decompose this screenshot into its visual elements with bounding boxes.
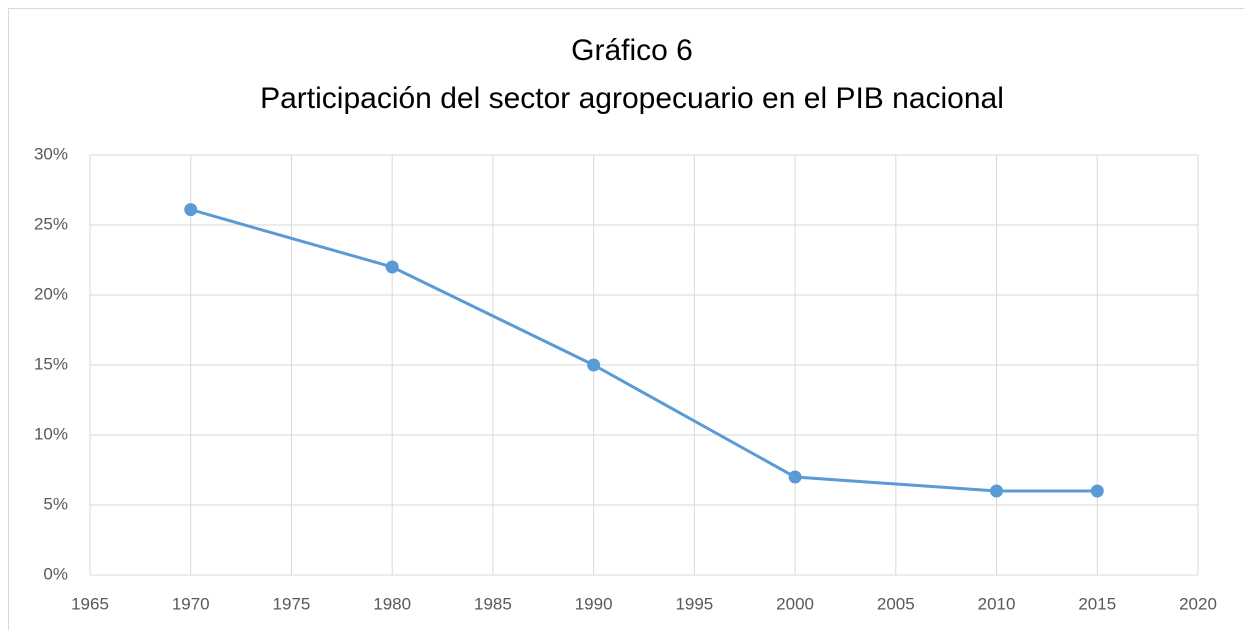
data-point: [385, 260, 399, 274]
x-tick-label: 2005: [877, 594, 915, 613]
data-point: [184, 203, 198, 217]
x-tick-label: 1980: [373, 594, 411, 613]
x-tick-label: 2010: [978, 594, 1016, 613]
x-tick-label: 2000: [776, 594, 814, 613]
x-tick-label: 1975: [273, 594, 311, 613]
y-tick-label: 20%: [34, 284, 68, 303]
chart-title: Participación del sector agropecuario en…: [260, 82, 1004, 115]
x-tick-label: 2015: [1078, 594, 1116, 613]
chart-title: Gráfico 6: [571, 34, 693, 67]
y-tick-label: 30%: [34, 144, 68, 163]
y-tick-label: 0%: [43, 564, 68, 583]
x-tick-label: 1995: [675, 594, 713, 613]
data-point: [990, 484, 1004, 498]
x-tick-label: 1970: [172, 594, 210, 613]
data-point: [587, 358, 601, 372]
y-tick-label: 25%: [34, 214, 68, 233]
x-tick-label: 2020: [1179, 594, 1217, 613]
data-line: [190, 208, 1098, 493]
data-point: [1090, 484, 1104, 498]
x-tick-label: 1990: [575, 594, 613, 613]
y-tick-label: 15%: [34, 354, 68, 373]
data-point: [788, 470, 802, 484]
y-tick-label: 10%: [34, 424, 68, 443]
chart-border: [8, 8, 1244, 630]
x-tick-label: 1985: [474, 594, 512, 613]
x-tick-label: 1965: [71, 594, 109, 613]
y-tick-label: 5%: [43, 494, 68, 513]
